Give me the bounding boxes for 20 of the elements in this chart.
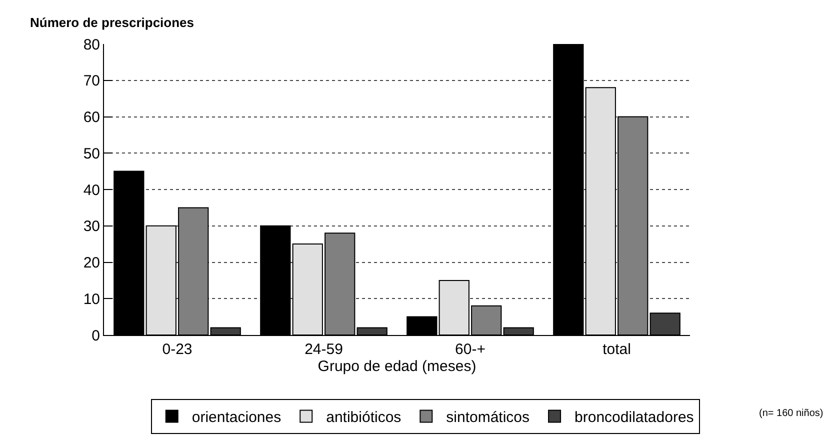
- y-tick-label: 30: [83, 218, 100, 236]
- legend-label: sintomáticos: [446, 409, 530, 426]
- text: (n= 160 niños): [759, 408, 824, 419]
- y-tick-label: 40: [83, 182, 100, 199]
- y-tick-label: 70: [83, 72, 100, 90]
- y-tick-label: 20: [83, 254, 100, 272]
- x-axis-title: Grupo de edad (meses): [318, 358, 476, 375]
- x-tick-label: total: [602, 341, 631, 358]
- legend-label: orientaciones: [192, 409, 282, 426]
- legend-label: antibióticos: [326, 409, 402, 426]
- x-tick-label: 24-59: [304, 341, 343, 358]
- y-tick-label: 80: [83, 36, 100, 54]
- y-axis-title: Número de prescripciones: [30, 15, 194, 30]
- y-tick-label: 50: [83, 145, 100, 162]
- legend-label: broncodilatadores: [574, 409, 694, 426]
- y-tick-label: 10: [83, 290, 100, 308]
- x-tick-label: 0-23: [162, 341, 192, 358]
- y-tick-label: 0: [92, 327, 100, 344]
- x-tick-label: 60-+: [455, 341, 486, 358]
- y-tick-label: 60: [83, 109, 100, 126]
